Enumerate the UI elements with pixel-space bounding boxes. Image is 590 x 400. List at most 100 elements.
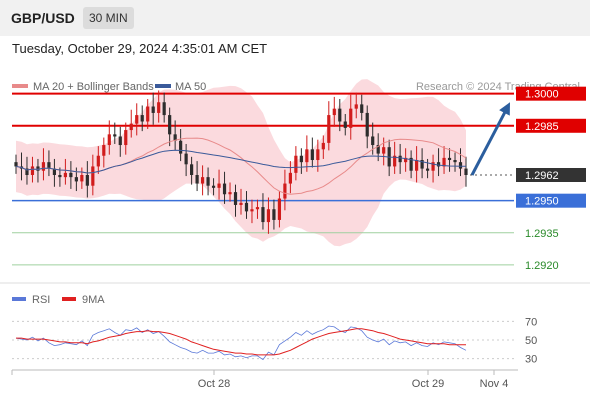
candle-body [222, 183, 227, 195]
candle-body [393, 155, 397, 167]
candle-body [288, 172, 292, 184]
candle-body [266, 209, 271, 223]
candle-body [305, 149, 309, 163]
x-label-Oct-28: Oct 28 [198, 378, 230, 390]
candle-body [30, 166, 35, 175]
candle-body [135, 115, 139, 124]
candle-body [217, 183, 221, 188]
level-tag-1.2962 [516, 168, 586, 182]
candle-body [184, 153, 188, 165]
candle-body [206, 177, 210, 186]
ma50-line [15, 149, 466, 174]
candle-body [431, 162, 435, 171]
level-label-1.2962: 1.2962 [525, 170, 559, 182]
candle-body [464, 168, 468, 175]
candle-body [316, 149, 320, 161]
candle-body [349, 108, 353, 128]
rsi-legend-swatch [12, 297, 26, 301]
candle-body [140, 115, 144, 122]
candle-body [398, 155, 402, 163]
instrument-name: GBP/USD [11, 10, 75, 26]
candle-body [442, 157, 446, 167]
candle-body [102, 145, 106, 156]
ma20-legend-label: MA 20 + Bollinger Bands [33, 81, 154, 93]
ma9-legend-swatch [62, 297, 76, 301]
candle-body [447, 157, 452, 161]
candle-body [96, 155, 100, 167]
candle-body [371, 136, 375, 146]
level-tag-1.2950 [516, 193, 586, 208]
timeframe-badge[interactable]: 30 MIN [83, 7, 134, 29]
candle-body [195, 175, 199, 184]
candle-body [85, 175, 89, 186]
rsi-ma-line [16, 328, 466, 356]
candle-body [151, 106, 155, 113]
candle-body [52, 168, 57, 175]
bollinger-band [16, 79, 466, 247]
candle-body [168, 115, 172, 135]
forecast-arrow-shaft [470, 107, 509, 176]
candle-body [382, 147, 386, 154]
ma20-legend-swatch [12, 84, 28, 88]
rsi-legend-label: RSI [32, 294, 50, 306]
rsi-line [15, 325, 467, 361]
level-label-1.2950: 1.2950 [525, 196, 559, 208]
candle-body [157, 102, 161, 113]
candle-body [277, 198, 282, 220]
candle-body [41, 162, 46, 171]
candle-body [211, 185, 216, 188]
level-label-1.2935: 1.2935 [525, 228, 559, 240]
candle-body [255, 207, 260, 210]
candle-body [118, 136, 122, 146]
candle-body [113, 134, 117, 137]
candle-body [261, 207, 265, 223]
candle-body [25, 168, 29, 175]
candle-body [425, 168, 430, 171]
ma50-legend-swatch [155, 84, 171, 88]
candle-body [91, 166, 95, 186]
candle-body [162, 102, 166, 116]
candle-body [69, 172, 73, 178]
candle-body [354, 104, 358, 109]
ma50-legend-label: MA 50 [175, 81, 206, 93]
level-label-1.2920: 1.2920 [525, 260, 559, 272]
candle-body [14, 162, 18, 167]
candle-body [343, 121, 347, 128]
candle-body [146, 106, 150, 122]
level-tag-1.2985 [516, 118, 586, 133]
candle-body [272, 209, 276, 220]
candle-body [458, 162, 463, 169]
candle-body [190, 164, 194, 175]
forecast-arrowhead [499, 102, 510, 116]
chart-datetime: Tuesday, October 29, 2024 4:35:01 AM CET [12, 41, 268, 56]
rsi-tick-50: 50 [525, 335, 537, 347]
candle-body [179, 140, 183, 154]
candle-body [233, 192, 238, 205]
candle-body [124, 130, 128, 146]
candle-body [453, 160, 457, 163]
candle-body [415, 160, 419, 171]
candle-body [376, 145, 380, 154]
candle-body [80, 175, 84, 182]
candle-body [327, 115, 331, 143]
candle-body [107, 134, 111, 146]
candle-body [173, 134, 177, 141]
candle-body [283, 183, 287, 199]
x-label-Nov-4: Nov 4 [480, 378, 509, 390]
candle-body [239, 202, 243, 205]
candle-body [332, 108, 336, 116]
candle-body [74, 177, 78, 182]
candle-body [244, 202, 249, 212]
candle-body [228, 192, 232, 195]
candle-body [409, 157, 413, 171]
candle-body [129, 123, 133, 131]
chart-header: GBP/USD 30 MIN [0, 0, 590, 36]
candle-body [365, 112, 369, 137]
candle-body [360, 104, 364, 113]
candle-body [338, 108, 342, 122]
x-label-Oct-29: Oct 29 [412, 378, 444, 390]
candle-body [420, 160, 424, 169]
candle-body [250, 209, 254, 212]
candle-body [436, 162, 441, 167]
